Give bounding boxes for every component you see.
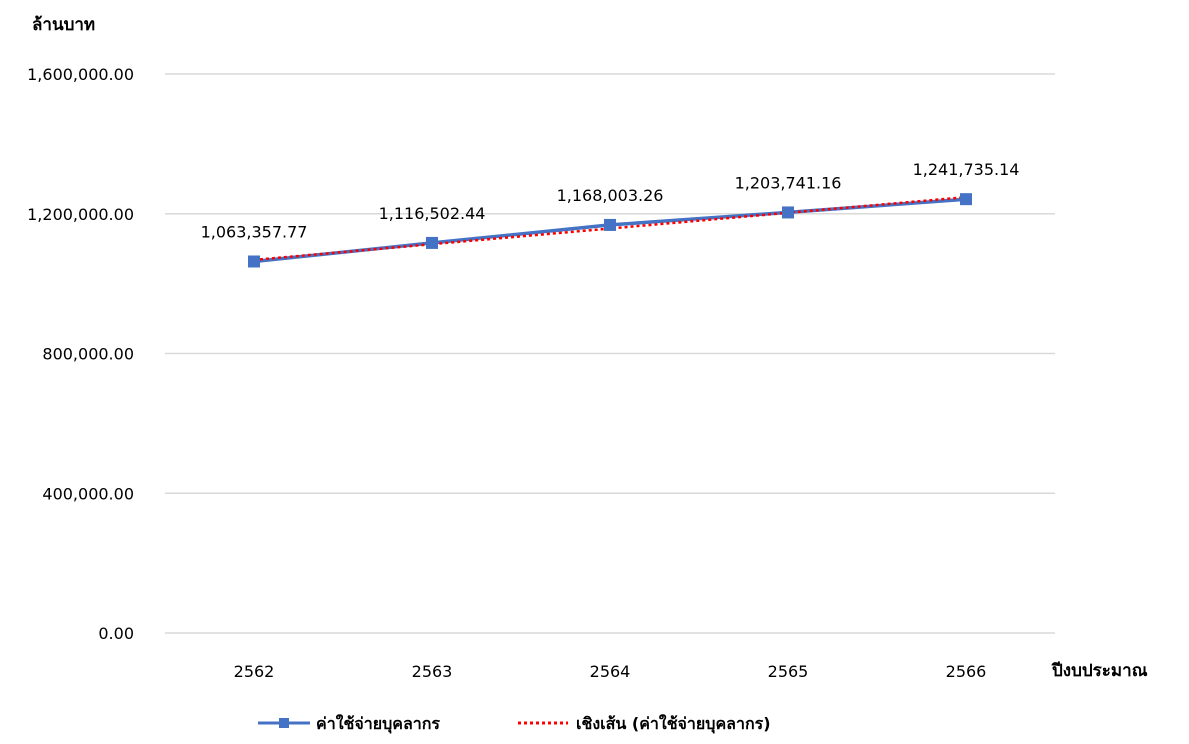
y-tick-label: 800,000.00 [42,345,134,364]
y-axis-title: ล้านบาท [32,15,95,35]
data-point-marker[interactable] [960,193,972,206]
data-point-marker[interactable] [426,236,438,249]
data-label: 1,116,502.44 [379,204,486,223]
legend-item-trendline[interactable]: เชิงเส้น (ค่าใช้จ่ายบุคลากร) [518,714,771,734]
x-tick-label: 2562 [234,662,275,681]
data-label: 1,241,735.14 [913,160,1020,179]
grid-layer [165,73,1055,634]
legend-label-series: ค่าใช้จ่ายบุคลากร [316,714,440,734]
trendline [253,195,967,262]
legend-marker-square [279,718,289,728]
x-tick-label: 2563 [412,662,453,681]
legend-label-trendline: เชิงเส้น (ค่าใช้จ่ายบุคลากร) [576,714,771,734]
y-tick-label: 1,200,000.00 [27,205,134,224]
data-point-marker[interactable] [782,206,794,219]
data-label: 1,203,741.16 [735,173,842,192]
y-tick-label: 400,000.00 [42,484,134,503]
data-point-marker[interactable] [604,218,616,231]
y-tick-label: 0.00 [98,624,134,643]
data-label: 1,063,357.77 [201,222,308,241]
x-tick-label: 2565 [768,662,809,681]
data-labels: 1,063,357.77 1,116,502.44 1,168,003.26 1,20… [201,160,1020,241]
x-tick-labels: 2562 2563 2564 2565 2566 [234,662,987,681]
data-point-marker[interactable] [248,255,260,268]
x-tick-label: 2566 [946,662,987,681]
x-tick-label: 2564 [590,662,631,681]
legend-item-series[interactable]: ค่าใช้จ่ายบุคลากร [258,714,440,734]
x-axis-title: ปีงบประมาณ [1051,660,1148,681]
y-tick-label: 1,600,000.00 [27,65,134,84]
series-layer [248,193,972,268]
legend: ค่าใช้จ่ายบุคลากร เชิงเส้น (ค่าใช้จ่ายบุ… [258,714,771,734]
data-label: 1,168,003.26 [557,186,664,205]
y-tick-labels: 0.00 400,000.00 800,000.00 1,200,000.00 1,60… [27,65,134,643]
